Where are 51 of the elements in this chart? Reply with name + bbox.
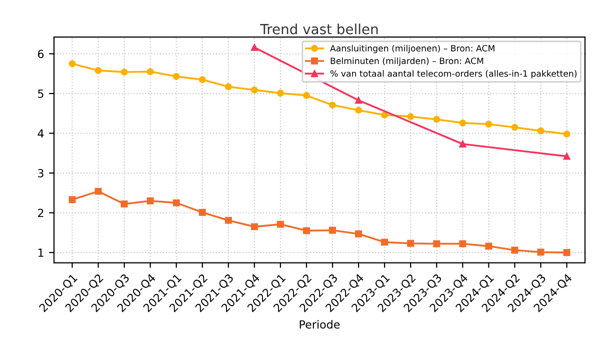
point <box>485 120 492 128</box>
point <box>563 249 570 256</box>
y-tick-label: 4 <box>38 129 44 138</box>
x-axis-title: Periode <box>300 320 340 329</box>
point <box>68 196 76 204</box>
point <box>250 86 258 94</box>
point <box>120 200 128 208</box>
point <box>146 197 154 204</box>
point <box>433 240 440 248</box>
point <box>94 66 102 74</box>
point <box>276 220 284 228</box>
legend-label: % van totaal aantal telecom-orders (alles-in-1 pakketten) <box>330 70 577 78</box>
point <box>511 246 518 254</box>
point <box>198 208 206 216</box>
y-tick-label: 1 <box>38 248 44 257</box>
point <box>537 127 544 134</box>
point <box>563 130 570 138</box>
point <box>537 248 544 256</box>
y-tick-label: 5 <box>38 90 44 98</box>
point <box>224 83 232 90</box>
point <box>172 199 180 206</box>
point <box>381 112 388 118</box>
point <box>198 76 206 84</box>
point <box>355 106 362 114</box>
point <box>511 124 518 131</box>
point <box>485 242 492 250</box>
point <box>381 238 388 246</box>
point <box>355 230 362 238</box>
point <box>303 92 310 99</box>
point <box>329 102 336 109</box>
legend-label: Aansluitingen (miljoenen) – Bron: ACM <box>330 44 494 54</box>
point <box>407 240 414 247</box>
point <box>250 223 258 230</box>
point <box>407 113 414 120</box>
chart-title: Trend vast bellen <box>260 24 378 34</box>
point <box>224 216 232 224</box>
point <box>94 188 102 195</box>
point <box>459 240 466 248</box>
point <box>68 60 76 68</box>
point <box>120 68 128 76</box>
point <box>276 90 284 97</box>
y-tick-label: 2 <box>38 208 44 217</box>
point <box>329 226 336 234</box>
y-tick-label: 3 <box>38 168 44 178</box>
point <box>433 116 440 123</box>
point <box>459 119 466 126</box>
legend-label: Belminuten (miljarden) – Bron: ACM <box>330 57 484 66</box>
point <box>172 72 180 80</box>
y-tick-label: 6 <box>38 50 44 58</box>
point <box>303 227 310 234</box>
point <box>146 68 154 76</box>
